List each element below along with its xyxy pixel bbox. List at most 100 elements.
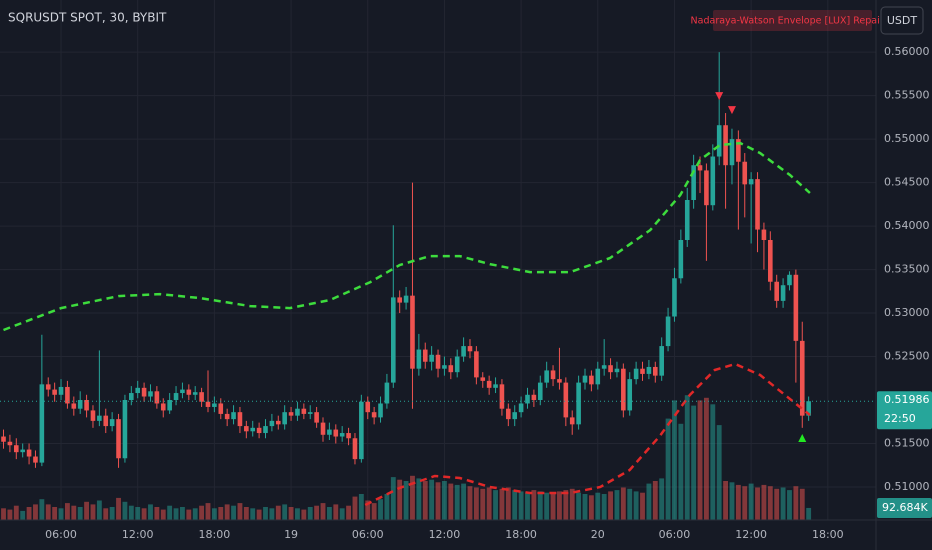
candle-body bbox=[180, 389, 185, 394]
last-price-box bbox=[877, 391, 932, 430]
volume-bar bbox=[665, 418, 671, 520]
candle-body bbox=[256, 427, 262, 434]
candle-body bbox=[799, 340, 805, 416]
candle-body bbox=[474, 351, 479, 378]
currency-label[interactable]: USDT bbox=[887, 14, 918, 27]
candle-body bbox=[13, 445, 19, 453]
volume-bar bbox=[243, 507, 249, 520]
candle-body bbox=[333, 429, 339, 437]
candle-body bbox=[429, 354, 434, 362]
y-tick-label: 0.53500 bbox=[884, 263, 930, 276]
volume-layer bbox=[1, 395, 812, 520]
x-tick-label: 20 bbox=[591, 528, 605, 541]
candle-body bbox=[691, 165, 696, 200]
candle-body bbox=[397, 297, 402, 303]
volume-bar bbox=[486, 487, 492, 520]
volume-bar bbox=[160, 509, 166, 520]
volume-bar bbox=[697, 400, 703, 520]
volume-bar bbox=[205, 503, 211, 520]
volume-bar bbox=[13, 505, 19, 520]
candle-body bbox=[768, 240, 773, 282]
candle-body bbox=[359, 401, 364, 460]
volume-bar bbox=[339, 508, 345, 520]
candle-body bbox=[716, 125, 722, 157]
candle-body bbox=[518, 403, 524, 413]
candle-body bbox=[77, 400, 83, 409]
volume-bar bbox=[467, 486, 473, 520]
candle-body bbox=[90, 410, 96, 421]
candle-body bbox=[569, 417, 575, 425]
candle-body bbox=[224, 413, 230, 420]
candle-body bbox=[186, 389, 192, 395]
candle-body bbox=[346, 433, 351, 439]
volume-bar bbox=[716, 425, 722, 520]
volume-bar bbox=[352, 496, 358, 520]
volume-bar bbox=[301, 509, 307, 520]
volume-bar bbox=[429, 479, 435, 520]
y-tick-label: 0.53000 bbox=[884, 306, 930, 319]
candle-body bbox=[454, 356, 460, 373]
volume-bar bbox=[397, 479, 403, 520]
candle-body bbox=[109, 419, 115, 427]
volume-bar bbox=[767, 486, 773, 520]
candle-body bbox=[435, 354, 441, 369]
volume-bar bbox=[480, 488, 486, 520]
volume-bar bbox=[288, 507, 294, 520]
candle-body bbox=[1, 436, 6, 442]
candle-body bbox=[550, 370, 556, 380]
sell-signal bbox=[727, 106, 736, 115]
candle-body bbox=[755, 179, 760, 230]
volume-bar bbox=[454, 484, 460, 520]
candle-body bbox=[589, 375, 594, 385]
envelope-line bbox=[364, 362, 811, 507]
volume-bar bbox=[461, 483, 467, 520]
volume-bar bbox=[199, 505, 205, 520]
candle-body bbox=[288, 412, 294, 416]
candle-body bbox=[480, 377, 486, 381]
volume-bar bbox=[52, 507, 58, 520]
volume-bar bbox=[512, 490, 518, 520]
candle-body bbox=[269, 420, 275, 427]
candle-body bbox=[608, 365, 613, 373]
volume-bar bbox=[416, 478, 422, 520]
candle-body bbox=[65, 386, 70, 404]
candle-body bbox=[461, 346, 466, 357]
candle-body bbox=[467, 346, 473, 352]
currency-button[interactable] bbox=[880, 6, 924, 35]
candle-body bbox=[45, 384, 51, 390]
candle-body bbox=[122, 400, 128, 459]
candle-body bbox=[448, 365, 454, 373]
volume-bar bbox=[793, 486, 799, 520]
x-tick-label: 12:00 bbox=[122, 528, 154, 541]
candle-body bbox=[499, 384, 505, 409]
indicator-label[interactable]: Nadaraya-Watson Envelope [LUX] Repaints bbox=[691, 16, 895, 27]
volume-bar bbox=[550, 494, 556, 520]
candle-body bbox=[218, 403, 224, 414]
volume-bar bbox=[103, 508, 109, 520]
candle-body bbox=[742, 161, 748, 185]
volume-bar bbox=[128, 505, 134, 520]
x-tick-label: 06:00 bbox=[45, 528, 77, 541]
volume-bar bbox=[64, 503, 70, 520]
volume-bar bbox=[799, 488, 805, 520]
volume-bar bbox=[295, 508, 300, 520]
volume-bar bbox=[314, 505, 320, 520]
volume-bar bbox=[646, 483, 652, 520]
candle-body bbox=[684, 200, 690, 240]
x-tick-label: 18:00 bbox=[505, 528, 537, 541]
volume-label: 92.684K bbox=[882, 501, 928, 514]
candle-body bbox=[365, 401, 371, 413]
indicator-badge[interactable] bbox=[713, 10, 872, 31]
candle-body bbox=[563, 382, 569, 418]
candle-body bbox=[148, 391, 153, 397]
volume-bar bbox=[20, 510, 26, 520]
candle-body bbox=[244, 426, 249, 432]
volume-bar bbox=[58, 508, 64, 520]
volume-bar bbox=[333, 504, 339, 520]
volume-bar bbox=[39, 499, 45, 520]
candle-body bbox=[237, 412, 243, 427]
candle-body bbox=[20, 449, 25, 453]
grid bbox=[0, 0, 876, 520]
candle-body bbox=[486, 380, 492, 388]
candle-body bbox=[761, 229, 767, 240]
